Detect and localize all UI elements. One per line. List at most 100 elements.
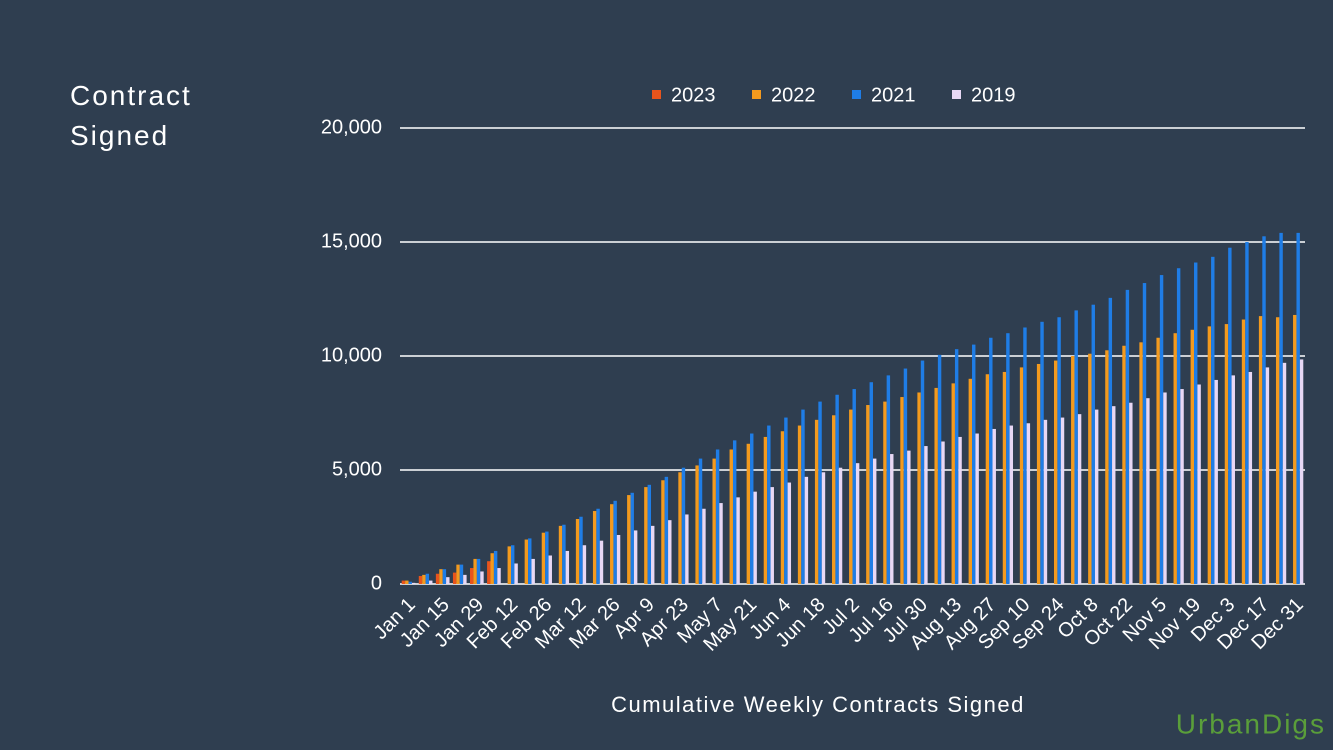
bar [418, 576, 423, 584]
bar [1053, 360, 1058, 584]
legend-label: 2022 [771, 84, 816, 106]
bar [835, 394, 839, 584]
bar [1077, 414, 1082, 584]
bar [463, 574, 467, 584]
bar [1088, 353, 1092, 584]
bar [1265, 367, 1270, 584]
bar [435, 573, 440, 584]
bar [797, 425, 802, 584]
bar [753, 491, 757, 584]
legend-label: 2023 [671, 84, 716, 106]
bar [695, 465, 699, 584]
bar [746, 443, 751, 584]
bar [493, 550, 498, 584]
bar [1176, 268, 1181, 584]
bar [490, 553, 494, 584]
bar [545, 531, 549, 584]
bar [1214, 379, 1218, 584]
bar [456, 564, 460, 584]
bar [582, 545, 587, 584]
bar [1180, 389, 1184, 584]
legend-label: 2019 [971, 84, 1016, 106]
bar [903, 368, 908, 584]
bar [473, 558, 477, 584]
legend-swatch [752, 90, 761, 99]
bar [1139, 342, 1143, 584]
bar [429, 580, 433, 584]
bar [814, 419, 819, 584]
bar [681, 467, 686, 584]
bar [900, 397, 904, 584]
bar [732, 440, 737, 584]
bar [907, 450, 911, 584]
bar [1248, 371, 1253, 584]
bar [954, 349, 959, 584]
legend-swatch [852, 90, 861, 99]
bar [924, 446, 928, 584]
bar [616, 534, 621, 584]
bar [958, 436, 962, 584]
bar [934, 387, 938, 584]
bar [832, 415, 836, 584]
bar [480, 571, 484, 584]
bar [1146, 398, 1150, 584]
bar [647, 484, 652, 584]
y-tick-label: 15,000 [321, 230, 382, 252]
y-axis-title-box: Contract Signed [70, 80, 192, 151]
y-tick-label: 10,000 [321, 344, 382, 366]
bar [784, 417, 788, 584]
bar [1129, 402, 1133, 584]
bar [992, 428, 996, 584]
bar [1293, 314, 1297, 584]
bar [1091, 304, 1095, 584]
bar [715, 449, 720, 584]
bar [1194, 262, 1198, 584]
bar [558, 525, 563, 584]
bar [1122, 345, 1126, 584]
bar [1002, 371, 1007, 584]
bar [422, 574, 426, 584]
bar [630, 492, 634, 584]
watermark: UrbanDigs [1176, 708, 1326, 739]
bar [664, 476, 669, 584]
y-tick-label: 5,000 [332, 458, 382, 480]
bar [1112, 406, 1116, 584]
bar [920, 360, 925, 584]
bar [849, 409, 853, 584]
bar [1071, 356, 1075, 584]
bar [596, 508, 600, 584]
bar [852, 389, 856, 584]
bar [661, 480, 665, 584]
bar [736, 497, 740, 584]
y-axis-title: Contract Signed [70, 80, 192, 151]
bar [459, 564, 464, 584]
bar [685, 514, 689, 584]
bar [442, 569, 447, 584]
bar [1190, 329, 1195, 584]
bar [497, 568, 501, 584]
y-tick-label: 0 [371, 572, 382, 594]
bar [968, 378, 973, 584]
bar [1197, 384, 1201, 584]
bar [1026, 423, 1031, 584]
bar [565, 550, 570, 584]
y-tick-label: 20,000 [321, 116, 382, 138]
bar [941, 441, 945, 584]
bar [1074, 310, 1078, 584]
bar [886, 375, 891, 584]
bar [1245, 242, 1249, 584]
bar [446, 577, 450, 584]
bar [1296, 232, 1300, 584]
bar [452, 572, 457, 584]
bar [1211, 256, 1215, 584]
bar [1036, 363, 1041, 584]
bar [668, 520, 672, 584]
bar [579, 516, 583, 584]
bar [510, 545, 515, 584]
bar [1299, 359, 1304, 584]
bar [548, 555, 552, 584]
bar [1060, 417, 1065, 584]
bar [951, 383, 955, 584]
